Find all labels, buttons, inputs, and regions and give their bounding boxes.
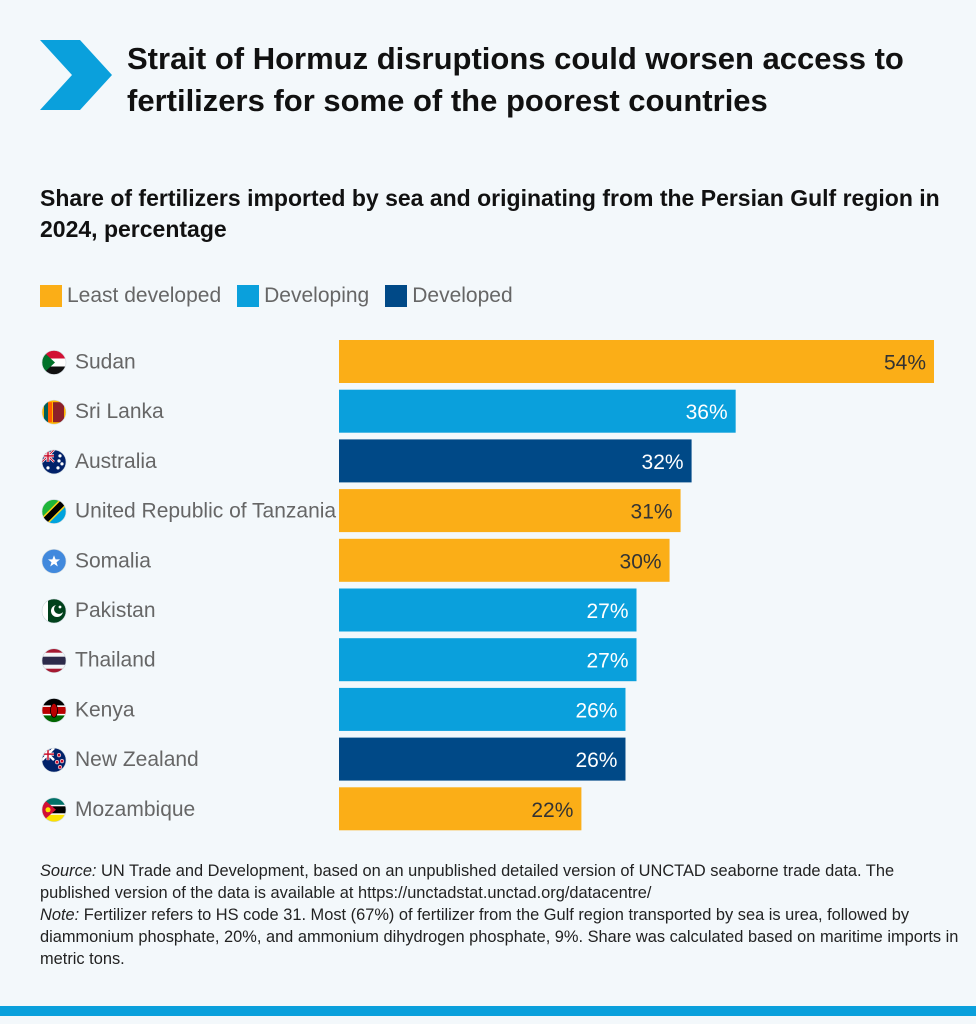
sri-lanka-flag-icon [41,399,67,425]
note-text: Fertilizer refers to HS code 31. Most (6… [40,906,959,968]
category-label-united-republic-of-tanzania: United Republic of Tanzania [75,500,336,523]
value-label-thailand: 27% [586,650,628,673]
page-title: Strait of Hormuz disruptions could worse… [127,41,904,118]
value-label-mozambique: 22% [531,799,573,822]
chevron-icon [40,40,112,110]
category-label-pakistan: Pakistan [75,599,156,622]
category-label-new-zealand: New Zealand [75,748,199,771]
bar-thailand [339,638,637,682]
method-note: Note: Fertilizer refers to HS code 31. M… [40,904,960,970]
chart-legend: Least developed Developing Developed [40,282,529,310]
bar-kenya [339,687,626,731]
source-note: Source: UN Trade and Development, based … [40,860,960,904]
category-label-mozambique: Mozambique [75,798,195,821]
somalia-flag-icon [41,549,67,574]
new-zealand-flag-icon [41,747,67,773]
bar-pakistan [339,588,637,632]
bar-united-republic-of-tanzania [339,489,681,533]
bar-mozambique [339,787,582,831]
category-label-sudan: Sudan [75,351,136,374]
bar-sudan [339,340,934,383]
category-label-australia: Australia [75,450,157,473]
category-label-somalia: Somalia [75,549,151,572]
value-label-sudan: 54% [884,352,926,375]
sudan-flag-icon [41,350,67,375]
legend-item-developed: Developed [385,282,513,310]
category-label-kenya: Kenya [75,698,135,721]
value-label-united-republic-of-tanzania: 31% [631,501,673,524]
chart-notes: Source: UN Trade and Development, based … [40,860,960,970]
footer-bar [0,1006,976,1016]
legend-item-developing: Developing [237,282,369,310]
category-label-sri-lanka: Sri Lanka [75,400,164,423]
kenya-flag-icon [41,698,67,723]
value-label-somalia: 30% [620,550,662,573]
legend-swatch-developed [385,285,408,307]
thailand-flag-icon [41,648,67,674]
legend-swatch-developing [237,285,260,307]
category-label-thailand: Thailand [75,649,156,672]
bar-sri-lanka [339,389,736,433]
tanzania-flag-icon [41,499,67,524]
source-text: UN Trade and Development, based on an un… [40,862,895,902]
mozambique-flag-icon [41,797,67,823]
bar-chart: Sudan 54% Sri Lanka 36% Australia 32% United R… [41,340,934,831]
bar-australia [339,439,692,483]
australia-flag-icon [41,449,67,475]
legend-label-least-developed: Least developed [67,284,222,307]
value-label-sri-lanka: 36% [686,401,728,424]
pakistan-flag-icon [41,598,67,624]
legend-swatch-least-developed [40,285,62,307]
note-label: Note: [40,906,80,924]
source-label: Source: [40,862,97,880]
bar-new-zealand [339,737,626,781]
legend-item-least-developed: Least developed [40,282,221,310]
value-label-australia: 32% [642,451,684,474]
value-label-new-zealand: 26% [575,749,617,772]
chart-subtitle: Share of fertilizers imported by sea and… [40,185,940,242]
value-label-pakistan: 27% [586,600,628,623]
legend-label-developing: Developing [264,284,370,307]
value-label-kenya: 26% [575,699,617,722]
bar-somalia [339,538,670,582]
legend-label-developed: Developed [412,284,513,307]
